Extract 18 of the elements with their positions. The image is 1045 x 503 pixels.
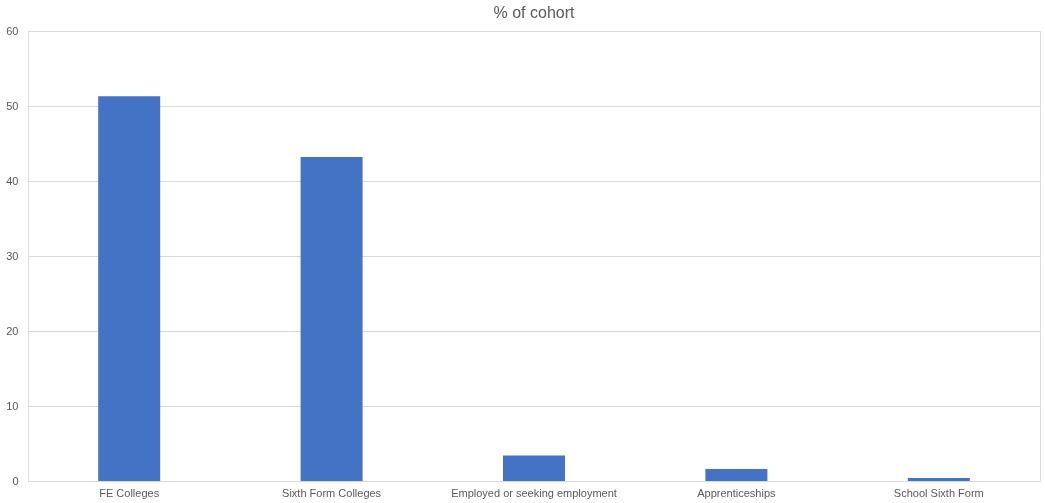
- x-tick-label: School Sixth Form: [893, 486, 984, 499]
- x-tick-label: Sixth Form Colleges: [282, 486, 382, 499]
- y-tick-label: 50: [6, 99, 19, 112]
- x-tick-label: FE Colleges: [99, 486, 160, 499]
- bar: [98, 96, 161, 481]
- bar: [503, 455, 565, 481]
- x-tick-label: Employed or seeking employment: [451, 486, 617, 499]
- y-tick-label: 0: [12, 474, 19, 487]
- y-tick-label: 20: [6, 324, 19, 337]
- bar: [907, 478, 970, 481]
- y-tick-label: 10: [6, 399, 19, 412]
- y-tick-label: 60: [6, 24, 19, 37]
- bar: [705, 469, 768, 481]
- x-tick-label: Apprenticeships: [697, 486, 777, 499]
- y-tick-label: 30: [6, 249, 19, 262]
- bar: [300, 157, 363, 481]
- y-tick-label: 40: [6, 174, 19, 187]
- chart-title: % of cohort: [493, 4, 576, 21]
